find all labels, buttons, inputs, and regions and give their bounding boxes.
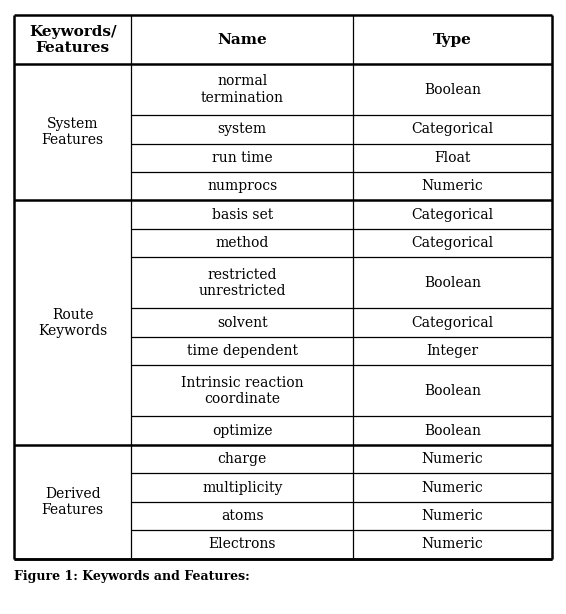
Text: solvent: solvent: [217, 316, 268, 330]
Bar: [131, 530, 353, 559]
Text: Integer: Integer: [426, 344, 478, 358]
Text: Electrons: Electrons: [208, 537, 276, 551]
Bar: [14, 15, 131, 64]
Text: Categorical: Categorical: [411, 208, 494, 222]
Bar: [131, 365, 353, 416]
Text: Numeric: Numeric: [422, 179, 483, 193]
Text: Type: Type: [433, 33, 472, 47]
Text: Keywords/
Features: Keywords/ Features: [29, 25, 117, 55]
Text: multiplicity: multiplicity: [202, 481, 282, 494]
Text: charge: charge: [217, 452, 267, 466]
Bar: [353, 115, 552, 144]
Bar: [131, 416, 353, 445]
Text: normal
termination: normal termination: [200, 74, 284, 104]
Text: Boolean: Boolean: [424, 276, 481, 290]
Bar: [353, 416, 552, 445]
Text: Numeric: Numeric: [422, 509, 483, 523]
Text: Boolean: Boolean: [424, 384, 481, 398]
Bar: [353, 229, 552, 257]
Text: System
Features: System Features: [42, 117, 104, 147]
Text: atoms: atoms: [221, 509, 263, 523]
Text: Boolean: Boolean: [424, 82, 481, 96]
Text: Name: Name: [217, 33, 267, 47]
Bar: [353, 172, 552, 201]
Text: method: method: [216, 236, 269, 250]
Bar: [131, 201, 353, 229]
Bar: [353, 257, 552, 308]
Bar: [353, 473, 552, 502]
Text: Numeric: Numeric: [422, 537, 483, 551]
Text: Route
Keywords: Route Keywords: [38, 308, 108, 338]
Bar: [353, 365, 552, 416]
Bar: [131, 229, 353, 257]
Text: time dependent: time dependent: [187, 344, 298, 358]
Bar: [353, 15, 552, 64]
Bar: [131, 115, 353, 144]
Text: Derived
Features: Derived Features: [42, 487, 104, 517]
Bar: [353, 530, 552, 559]
Bar: [131, 445, 353, 473]
Text: Intrinsic reaction
coordinate: Intrinsic reaction coordinate: [181, 376, 303, 406]
Text: Figure 1: Keywords and Features:: Figure 1: Keywords and Features:: [14, 570, 250, 583]
Text: restricted
unrestricted: restricted unrestricted: [199, 268, 286, 298]
Bar: [353, 445, 552, 473]
Bar: [14, 445, 131, 559]
Bar: [353, 308, 552, 337]
Text: Numeric: Numeric: [422, 452, 483, 466]
Text: numprocs: numprocs: [207, 179, 277, 193]
Bar: [131, 172, 353, 201]
Bar: [353, 502, 552, 530]
Bar: [131, 64, 353, 115]
Text: system: system: [217, 122, 267, 136]
Text: Float: Float: [434, 151, 470, 165]
Bar: [131, 257, 353, 308]
Bar: [131, 144, 353, 172]
Bar: [131, 337, 353, 365]
Text: Categorical: Categorical: [411, 316, 494, 330]
Bar: [131, 473, 353, 502]
Text: Numeric: Numeric: [422, 481, 483, 494]
Text: Boolean: Boolean: [424, 424, 481, 438]
Text: Categorical: Categorical: [411, 122, 494, 136]
Bar: [14, 201, 131, 445]
Text: optimize: optimize: [212, 424, 272, 438]
Bar: [131, 502, 353, 530]
Bar: [353, 337, 552, 365]
Text: basis set: basis set: [212, 208, 273, 222]
Bar: [353, 64, 552, 115]
Bar: [353, 201, 552, 229]
Text: run time: run time: [212, 151, 272, 165]
Bar: [14, 64, 131, 201]
Bar: [131, 308, 353, 337]
Bar: [131, 15, 353, 64]
Bar: [353, 144, 552, 172]
Text: Categorical: Categorical: [411, 236, 494, 250]
